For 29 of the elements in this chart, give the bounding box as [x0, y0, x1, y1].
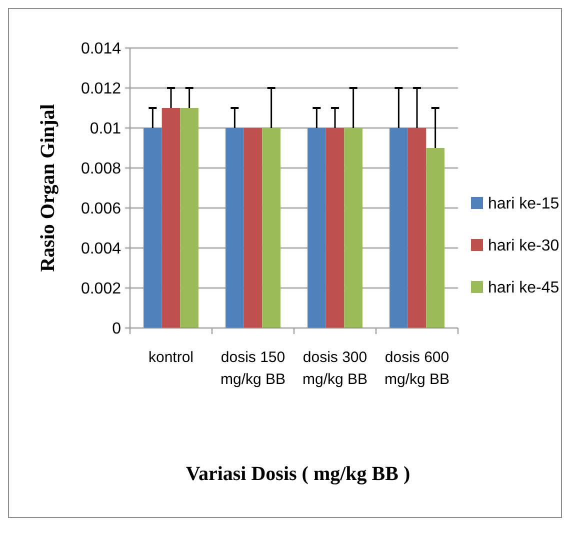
bar [144, 128, 162, 328]
bar [262, 128, 280, 328]
bar [326, 128, 344, 328]
y-tick-label: 0.014 [80, 40, 122, 58]
y-tick-label: 0.002 [80, 280, 122, 298]
bar [180, 108, 198, 328]
bar [244, 128, 262, 328]
y-tick-label: 0.008 [80, 160, 122, 178]
legend-label: hari ke-15 [488, 196, 560, 213]
x-tick-label: kontrol [148, 349, 194, 366]
y-tick-label: 0.012 [80, 80, 122, 98]
bar [408, 128, 426, 328]
bar [308, 128, 326, 328]
bar [162, 108, 180, 328]
bar [426, 148, 444, 328]
bar [390, 128, 408, 328]
y-tick-label: 0 [112, 320, 122, 338]
legend-label: hari ke-30 [488, 238, 560, 255]
y-tick-label: 0.004 [80, 240, 122, 258]
y-axis-title: Rasio Organ Ginjal [37, 104, 59, 272]
x-tick-label: dosis 600 mg/kg BB [384, 349, 450, 388]
x-tick-label: dosis 300 mg/kg BB [302, 349, 368, 388]
legend-label: hari ke-45 [488, 280, 560, 297]
y-tick-label: 0.01 [90, 120, 122, 138]
bar [226, 128, 244, 328]
bar [344, 128, 362, 328]
x-axis-title: Variasi Dosis ( mg/kg BB ) [186, 463, 410, 485]
y-tick-label: 0.006 [80, 200, 122, 218]
x-tick-label: dosis 150 mg/kg BB [220, 349, 286, 388]
